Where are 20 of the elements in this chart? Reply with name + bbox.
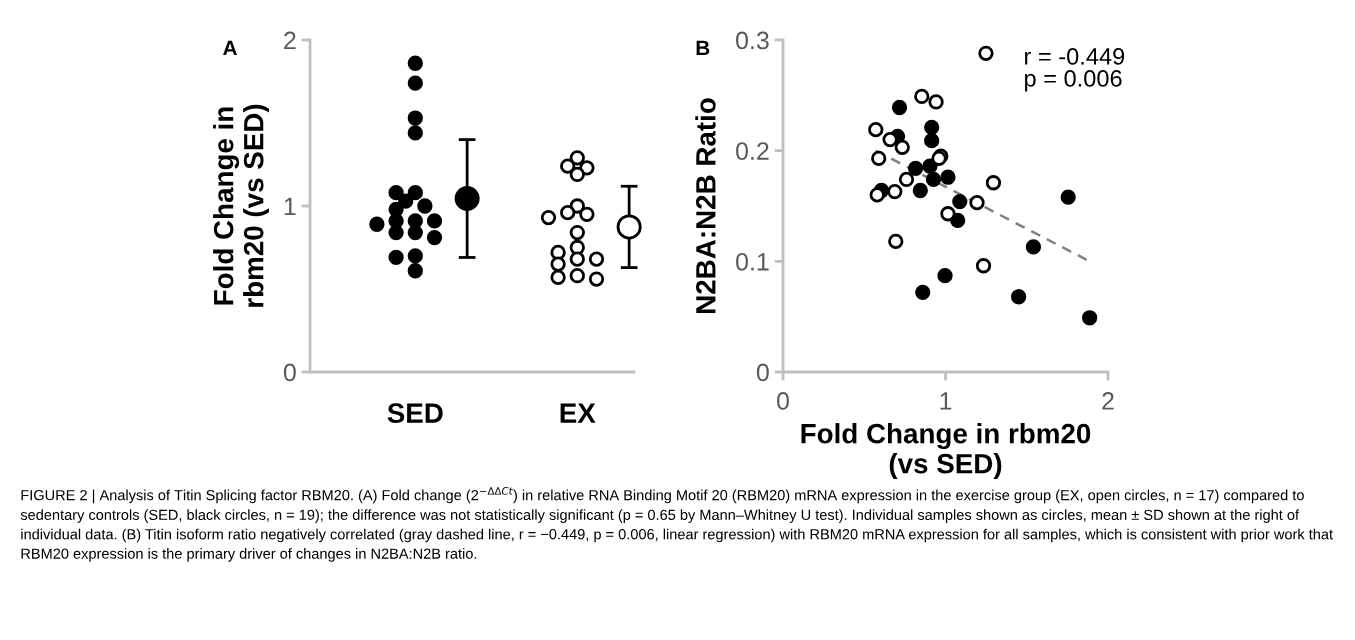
y-tick-label: 0.1 — [736, 252, 769, 271]
y-tick-label: 0.3 — [736, 31, 769, 50]
y-axis-title: N2BA:N2B Ratio — [695, 98, 716, 313]
y-tick-label: 0 — [283, 363, 296, 382]
y-tick-label: 0.2 — [736, 142, 769, 160]
x-tick-label: 2 — [1102, 392, 1114, 410]
chart-title: B — [696, 40, 710, 56]
chart-title: A — [223, 40, 238, 56]
y-tick-label: 0 — [756, 363, 769, 382]
y-tick-label: 1 — [284, 197, 296, 216]
caption: FIGURE 2 | Analysis of Titin Splicing factor RBM20. (A) Fold change (2$^{−ΔΔCt}$) in relative RNA Binding Motif 20 (RBM20) mRNA expression in the exercise group (EX, open circles, n = 17) compared to sedentary controls (SED, black circles, n = 19); the difference was not statistically significant (p = 0.65 by Mann–Whitney U test). Individual samples shown as circles, mean ± SD shown at the right of individual data. (B) Titin isoform ratio negatively correlated (gray dashed line, r = −0.449, p = 0.006, linear regression) with RBM20 mRNA expression for all samples, which is consistent with prior work that RBM20 expression is the primary driver of changes in N2BA:N2B ratio. — [20, 487, 1333, 562]
annotation: r = -0.449 — [1025, 48, 1125, 65]
x-tick-label: SED — [387, 403, 443, 423]
y-axis-title: Fold Change in rbm20 (vs SED) — [213, 104, 270, 307]
y-tick-label: 2 — [284, 31, 296, 50]
x-tick-label: EX — [560, 403, 596, 423]
x-axis-title: Fold Change in rbm20 (vs SED) — [801, 423, 1091, 480]
annotation: p = 0.006 — [1025, 70, 1122, 92]
x-tick-label: 0 — [777, 392, 789, 410]
x-tick-label: 1 — [940, 392, 952, 410]
